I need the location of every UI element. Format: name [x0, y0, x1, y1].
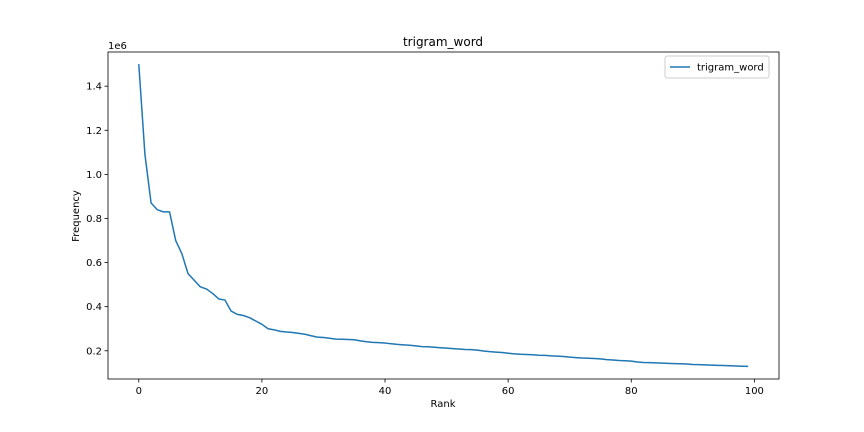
- legend-box: [664, 55, 770, 79]
- x-tick-label: 100: [745, 386, 764, 397]
- chart-title: trigram_word: [403, 35, 483, 49]
- y-tick-label: 0.4: [86, 302, 102, 313]
- x-tick-label: 80: [625, 386, 638, 397]
- x-tick-label: 0: [136, 386, 142, 397]
- y-tick-label: 1.0: [86, 170, 102, 181]
- y-tick-label: 0.2: [86, 346, 102, 357]
- x-tick-label: 20: [256, 386, 269, 397]
- y-offset-label: 1e6: [108, 41, 127, 52]
- x-tick-label: 60: [502, 386, 515, 397]
- y-axis-label: Frequency: [71, 190, 82, 242]
- x-tick-label: 40: [379, 386, 392, 397]
- x-axis-label: Rank: [431, 399, 456, 410]
- legend-label: trigram_word: [697, 63, 764, 74]
- y-tick-label: 0.8: [86, 214, 102, 225]
- series-line-trigram-word: [138, 64, 749, 368]
- plot-area: 0 20 40 60 80 100 0.2 0.4 0.6 0.8 1.0 1.2 1.4 trigram…: [86, 51, 780, 397]
- y-tick-label: 1.2: [86, 126, 102, 137]
- y-tick-label: 1.4: [86, 82, 102, 93]
- axes-frame: [107, 51, 780, 380]
- y-tick-label: 0.6: [86, 258, 102, 269]
